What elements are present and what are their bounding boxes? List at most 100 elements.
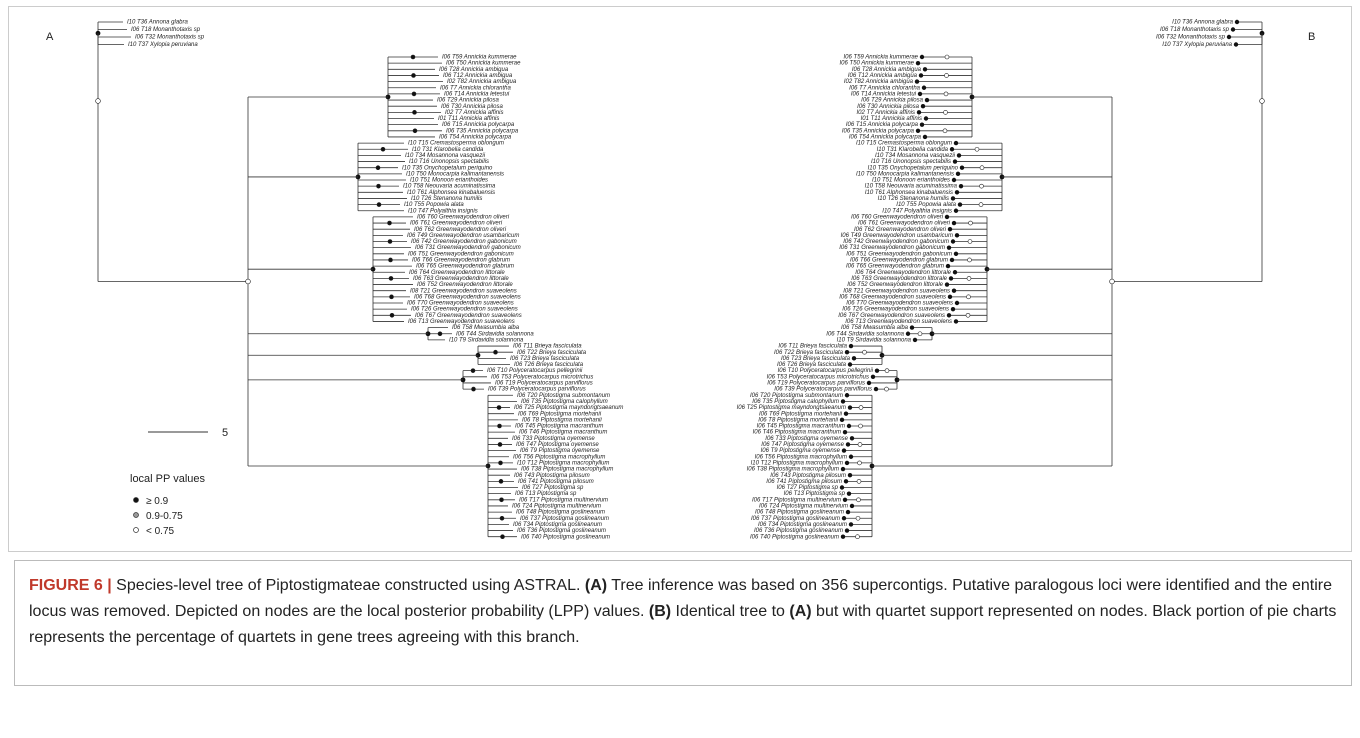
leaf-dot bbox=[870, 374, 876, 379]
node bbox=[967, 257, 972, 263]
node bbox=[917, 331, 923, 337]
taxon-label: I06 T62 Greenwayodendron oliveri bbox=[854, 227, 947, 233]
taxon-label: I10 T37 Xylopia peruviana bbox=[1162, 42, 1232, 48]
taxon-label: I06 T67 Greenwayodendron suaveolens bbox=[415, 313, 522, 319]
taxon-label: I06 T32 Monanthotaxis sp bbox=[135, 35, 205, 41]
taxon-label: I06 T41 Piptostigma pilosum bbox=[766, 479, 842, 485]
leaf-dot bbox=[944, 214, 950, 220]
taxon-label: I06 T43 Piptostigma pilosum bbox=[770, 473, 846, 479]
leaf-dot bbox=[959, 165, 965, 170]
leaf-dot bbox=[952, 270, 958, 275]
taxon-label: I10 T34 Mosannona vasquezii bbox=[875, 153, 956, 159]
taxon-label: I06 T68 Greenwayodendron suaveolens bbox=[839, 294, 946, 300]
taxon-label: I06 T20 Piptostigma submontanum bbox=[517, 393, 610, 399]
node bbox=[884, 386, 889, 392]
taxon-label: I10 T36 Annona glabra bbox=[1172, 20, 1233, 26]
taxon-label: I06 T28 Annickia ambigua bbox=[852, 67, 922, 73]
leaf-dot bbox=[840, 466, 846, 472]
node bbox=[966, 276, 972, 281]
leaf-dot bbox=[847, 362, 853, 367]
leaf-dot bbox=[958, 183, 964, 189]
taxon-label: I06 T17 Piptostigma multinervium bbox=[752, 497, 841, 503]
leaf-dot bbox=[843, 411, 849, 416]
node bbox=[858, 405, 864, 410]
taxon-label: I10 T51 Monoon erianthoides bbox=[410, 178, 488, 184]
taxon-label: I06 T11 Brieya fasciculata bbox=[513, 344, 582, 350]
taxon-label: I06 T33 Piptostigma oyemense bbox=[765, 436, 848, 442]
node bbox=[978, 202, 984, 207]
taxon-label: I06 T37 Piptostigma goslineanum bbox=[520, 516, 609, 522]
taxon-label: I06 T39 Polyceratocarpus parviflorus bbox=[488, 387, 586, 393]
leaf-dot bbox=[840, 534, 846, 539]
taxon-label: I06 T47 Piptostigma oyemense bbox=[516, 442, 599, 448]
leaf-dot bbox=[844, 393, 850, 398]
taxon-label: I10 T16 Unonopsis spectabilis bbox=[409, 159, 489, 165]
node bbox=[884, 368, 890, 373]
taxon-label: I06 T23 Brieya fasciculata bbox=[510, 356, 580, 362]
leaf-dot bbox=[849, 503, 855, 509]
taxon-label: I06 T64 Greenwayodendron littorale bbox=[409, 270, 505, 276]
leaf-dot bbox=[953, 140, 959, 146]
taxon-label: I06 T43 Piptostigma pilosum bbox=[514, 473, 590, 479]
node bbox=[498, 479, 504, 484]
taxon-label: I06 T8 Piptostigma mortehanii bbox=[522, 417, 602, 423]
taxon-label: I06 T64 Greenwayodendron littorale bbox=[855, 270, 951, 276]
leaf-dot bbox=[954, 233, 960, 238]
taxon-label: I06 T10 Polyceratocarpus pellegrinii bbox=[487, 368, 583, 374]
leaf-dot bbox=[851, 356, 857, 361]
node bbox=[437, 331, 443, 337]
taxon-label: I06 T38 Piptostigma macrophyllum bbox=[747, 467, 839, 473]
node bbox=[858, 423, 863, 429]
node bbox=[375, 165, 381, 170]
legend-title: local PP values bbox=[130, 473, 206, 485]
node bbox=[857, 442, 863, 447]
taxon-label: I06 T45 Piptostigma macranthum bbox=[757, 424, 845, 430]
taxon-label: I10 T12 Piptostigma macrophyllum bbox=[517, 460, 609, 466]
taxon-label: I10 T35 Onychopetalum periquino bbox=[402, 165, 493, 171]
taxon-label: I10 T58 Neouvaria acuminatissima bbox=[865, 184, 958, 190]
taxon-label: I06 T42 Greenwayodendron gabonicum bbox=[411, 239, 517, 245]
leaf-dot bbox=[848, 343, 854, 349]
taxon-label: I06 T20 Piptostigma submontanum bbox=[750, 393, 843, 399]
leaf-dot bbox=[845, 442, 851, 447]
taxon-label: I06 T19 Polyceratocarpus parviflorus bbox=[767, 381, 865, 387]
legend-marker bbox=[133, 512, 139, 518]
taxon-label: I10 T61 Alphonsea kinabaluensis bbox=[865, 190, 953, 196]
leaf-dot bbox=[915, 128, 921, 133]
leaf-dot bbox=[840, 399, 846, 404]
taxon-label: I06 T30 Annickia pilosa bbox=[441, 104, 503, 110]
taxon-label: I06 T40 Piptostigma goslineanum bbox=[750, 534, 839, 540]
leaf-dot bbox=[950, 196, 956, 201]
taxon-label: I06 T49 Greenwayodendron usambaricum bbox=[407, 233, 519, 239]
taxon-label: I06 T44 Sirdavidia solannona bbox=[826, 331, 904, 337]
scale-label: 5 bbox=[222, 427, 228, 439]
taxon-label: I10 T36 Annona glabra bbox=[127, 20, 188, 26]
taxon-label: I06 T48 Piptostigma goslineanum bbox=[755, 510, 844, 516]
leaf-dot bbox=[844, 460, 850, 466]
leaf-dot bbox=[956, 153, 962, 158]
taxon-label: I06 T60 Greenwayodendron oliveri bbox=[417, 214, 510, 220]
taxon-label: I06 T38 Piptostigma macrophyllum bbox=[521, 467, 613, 473]
taxon-label: I06 T62 Greenwayodendron oliveri bbox=[414, 227, 507, 233]
taxon-label: I06 T25 Piptostigma mayndongtsaeanum bbox=[737, 405, 846, 411]
taxon-label: I06 T8 Piptostigma mortehanii bbox=[758, 417, 838, 423]
leaf-dot bbox=[1234, 19, 1240, 25]
node bbox=[942, 128, 948, 134]
leaf-dot bbox=[948, 276, 954, 281]
taxon-label: I06 T54 Annickia polycarpa bbox=[849, 135, 922, 141]
node bbox=[1259, 98, 1265, 104]
taxon-label: I02 T82 Annickia ambigua bbox=[447, 79, 517, 85]
leaf-dot bbox=[846, 491, 852, 496]
taxon-label: I06 T27 Piptostigma sp bbox=[522, 485, 584, 491]
taxon-label: I10 T51 Monoon erianthoides bbox=[872, 178, 950, 184]
taxon-label: I06 T59 Annickia kummerae bbox=[844, 55, 919, 61]
node bbox=[943, 91, 949, 97]
node bbox=[499, 497, 504, 503]
leaf-dot bbox=[1226, 34, 1232, 40]
node bbox=[389, 294, 394, 300]
taxon-label: I06 T50 Annickia kummerae bbox=[446, 61, 521, 67]
taxon-label: I06 T51 Greenwayodendron gabonicum bbox=[846, 251, 952, 257]
taxon-label: I06 T7 Annickia chlorantha bbox=[849, 85, 920, 91]
taxon-label: I06 T29 Annickia pilosa bbox=[861, 98, 923, 104]
